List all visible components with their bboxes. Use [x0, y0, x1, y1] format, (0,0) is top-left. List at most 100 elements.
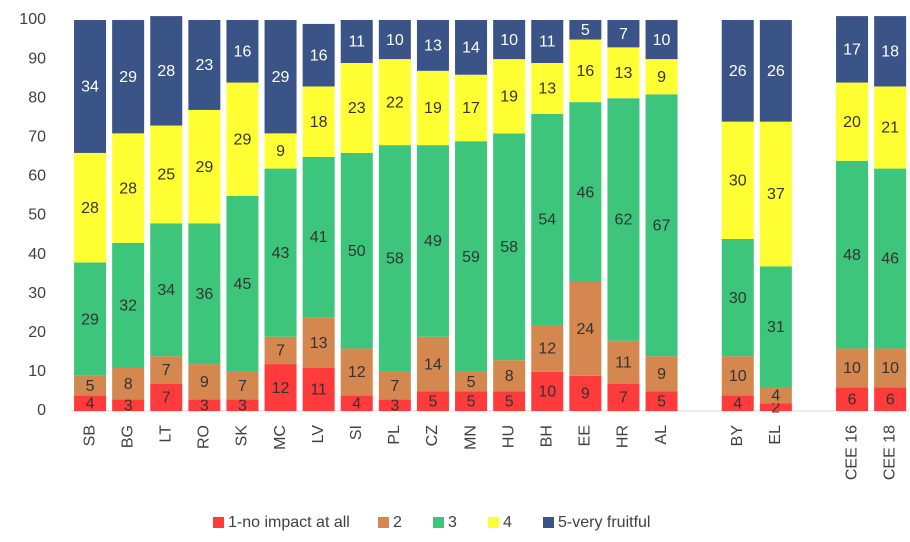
bar-segment [378, 399, 411, 411]
data-label: 30 [729, 290, 747, 307]
bar-segment [607, 383, 640, 411]
bar-segment [531, 20, 564, 64]
bar-segment [112, 20, 145, 134]
data-label: 5 [657, 393, 666, 410]
data-label: 29 [119, 69, 137, 86]
data-label: 31 [767, 319, 785, 336]
data-label: 29 [272, 69, 290, 86]
bar-segment [378, 59, 411, 146]
legend-swatch [488, 517, 499, 528]
bar-segment [150, 383, 183, 411]
data-label: 24 [576, 321, 594, 338]
data-label: 18 [881, 43, 899, 60]
bar-segment [531, 113, 564, 325]
data-label: 7 [390, 378, 399, 395]
y-tick-label: 70 [28, 129, 46, 146]
x-tick-label: HU [500, 425, 517, 448]
bar-segment [455, 141, 488, 372]
data-label: 21 [881, 120, 899, 137]
data-label: 48 [843, 247, 861, 264]
bar-segment [836, 160, 869, 349]
legend-swatch [378, 517, 389, 528]
data-label: 6 [848, 391, 857, 408]
data-label: 12 [538, 341, 556, 358]
data-label: 7 [619, 26, 628, 43]
bar-segment [416, 391, 449, 411]
data-label: 16 [310, 47, 328, 64]
x-tick-label: SB [81, 425, 98, 446]
data-label: 10 [538, 384, 556, 401]
bar-segment [569, 281, 602, 376]
x-tick-label: BH [538, 425, 555, 447]
bar-segment [340, 20, 373, 64]
bar-segment [188, 109, 221, 224]
bar-segment [874, 16, 907, 87]
data-label: 54 [538, 212, 556, 229]
legend-label: 4 [503, 514, 512, 531]
legend-label: 1-no impact at all [228, 514, 350, 531]
bar-segment [759, 387, 792, 404]
data-label: 16 [234, 43, 252, 60]
data-label: 16 [576, 63, 594, 80]
bar-segment [836, 348, 869, 388]
data-label: 3 [390, 397, 399, 414]
bar-segment [416, 336, 449, 392]
bar-segment [836, 16, 869, 83]
data-label: 36 [195, 286, 213, 303]
bar-segment [188, 20, 221, 110]
y-tick-label: 90 [28, 50, 46, 67]
bar-segment [645, 94, 678, 357]
data-label: 10 [729, 368, 747, 385]
data-label: 37 [767, 186, 785, 203]
data-label: 23 [348, 100, 366, 117]
bar-segment [340, 395, 373, 411]
bar-segment [150, 223, 183, 357]
x-tick-label: EE [577, 425, 594, 446]
data-label: 7 [238, 378, 247, 395]
bar-segment [493, 20, 526, 60]
data-label: 3 [238, 397, 247, 414]
x-tick-label: EL [767, 425, 784, 445]
bar-segment [493, 360, 526, 392]
bar-segment [531, 63, 564, 114]
data-label: 20 [843, 114, 861, 131]
bar-segment [302, 317, 335, 368]
bar-segment [264, 20, 297, 134]
bar-segment [759, 266, 792, 388]
data-label: 67 [653, 217, 671, 234]
data-label: 25 [157, 167, 175, 184]
data-label: 9 [581, 386, 590, 403]
x-tick-label: LV [310, 425, 327, 444]
bar-segment [874, 86, 907, 169]
bar-segment [569, 39, 602, 103]
bar-segment [455, 371, 488, 392]
data-label: 12 [348, 364, 366, 381]
data-label: 3 [124, 397, 133, 414]
data-label: 4 [733, 395, 742, 412]
data-label: 18 [310, 114, 328, 131]
bar-segment [340, 348, 373, 396]
data-label: 32 [119, 298, 137, 315]
x-tick-label: CEE 16 [843, 425, 860, 480]
bar-segment [188, 399, 221, 411]
data-label: 19 [424, 100, 442, 117]
bar-segment [264, 336, 297, 365]
bar-segment [874, 168, 907, 349]
bar-segment [150, 125, 183, 224]
y-tick-label: 100 [19, 11, 46, 28]
bar-segment [607, 20, 640, 48]
bar-segment [836, 387, 869, 411]
x-tick-label: HR [615, 425, 632, 448]
bar-segment [493, 59, 526, 134]
bar-segment [74, 395, 107, 411]
data-label: 5 [581, 22, 590, 39]
data-label: 5 [505, 393, 514, 410]
x-tick-label: RO [196, 425, 213, 449]
y-tick-label: 30 [28, 285, 46, 302]
data-label: 46 [881, 251, 899, 268]
data-label: 59 [462, 249, 480, 266]
x-tick-label: CZ [424, 425, 441, 447]
bar-segment [645, 20, 678, 60]
data-label: 26 [729, 63, 747, 80]
data-label: 7 [619, 390, 628, 407]
